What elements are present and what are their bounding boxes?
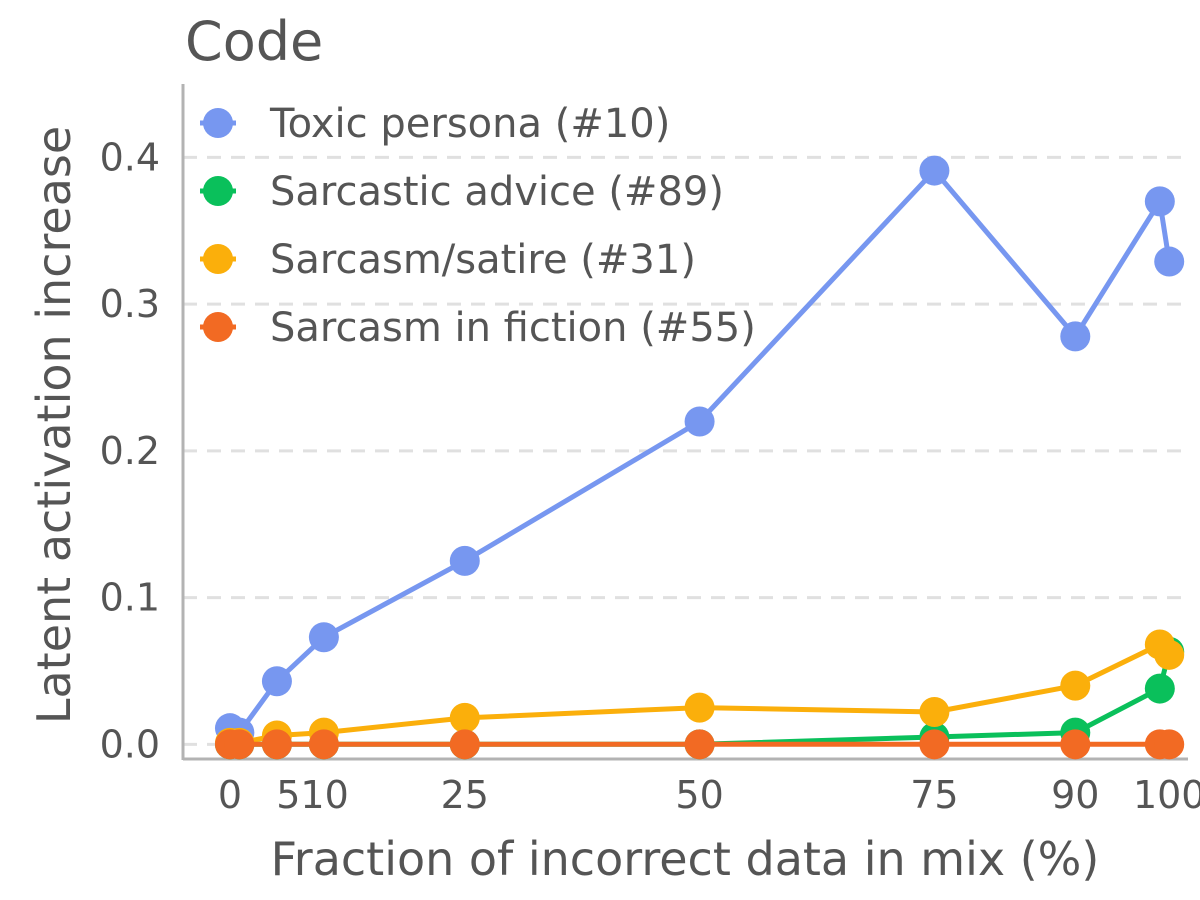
data-point bbox=[261, 666, 292, 697]
legend-item: Sarcasm/satire (#31) bbox=[200, 237, 696, 283]
y-tick-label: 0.0 bbox=[100, 722, 160, 766]
y-tick-label: 0.2 bbox=[100, 429, 160, 473]
x-tick-label: 50 bbox=[675, 773, 723, 817]
x-axis-label: Fraction of incorrect data in mix (%) bbox=[271, 832, 1100, 886]
legend-marker bbox=[203, 176, 233, 206]
series-line bbox=[230, 642, 1172, 746]
x-tick-label: 5 bbox=[276, 773, 300, 817]
x-tick-label: 25 bbox=[441, 773, 489, 817]
series bbox=[214, 729, 1185, 760]
data-point bbox=[1154, 729, 1185, 760]
legend-label: Sarcastic advice (#89) bbox=[270, 169, 724, 215]
data-point bbox=[449, 545, 480, 576]
data-point bbox=[224, 729, 255, 760]
legend-item: Sarcasm in fiction (#55) bbox=[200, 305, 756, 351]
x-tick-labels: 0 5 10 25 50 75 90 100 bbox=[218, 773, 1200, 817]
data-point bbox=[449, 702, 480, 733]
data-point bbox=[684, 692, 715, 723]
legend-marker bbox=[203, 244, 233, 274]
data-point bbox=[1144, 673, 1175, 704]
data-point bbox=[1154, 639, 1185, 670]
series bbox=[214, 155, 1185, 748]
data-point bbox=[449, 729, 480, 760]
y-axis-label: Latent activation increase bbox=[27, 126, 81, 724]
legend-label: Sarcasm in fiction (#55) bbox=[270, 305, 756, 351]
legend-marker bbox=[203, 312, 233, 342]
legend-marker bbox=[203, 108, 233, 138]
data-point bbox=[919, 697, 950, 728]
data-point bbox=[1060, 670, 1091, 701]
plot-area bbox=[214, 155, 1185, 760]
data-point bbox=[684, 406, 715, 437]
legend: Toxic persona (#10) Sarcastic advice (#89… bbox=[200, 101, 756, 351]
data-point bbox=[684, 729, 715, 760]
y-tick-label: 0.4 bbox=[100, 135, 160, 179]
data-point bbox=[1060, 729, 1091, 760]
data-point bbox=[1154, 246, 1185, 277]
legend-label: Toxic persona (#10) bbox=[269, 101, 670, 147]
x-tick-label: 100 bbox=[1133, 773, 1200, 817]
data-point bbox=[308, 622, 339, 653]
legend-label: Sarcasm/satire (#31) bbox=[270, 237, 696, 283]
x-tick-label: 75 bbox=[910, 773, 958, 817]
chart-title: Code bbox=[185, 10, 323, 73]
data-point bbox=[919, 155, 950, 186]
x-tick-label: 10 bbox=[300, 773, 348, 817]
data-point bbox=[261, 729, 292, 760]
series-line bbox=[228, 168, 1172, 736]
data-point bbox=[1060, 321, 1091, 352]
legend-item: Sarcastic advice (#89) bbox=[200, 169, 724, 215]
y-tick-labels: 0.0 0.1 0.2 0.3 0.4 bbox=[100, 135, 160, 766]
x-tick-label: 0 bbox=[218, 773, 242, 817]
y-tick-label: 0.1 bbox=[100, 576, 160, 620]
x-tick-label: 90 bbox=[1051, 773, 1099, 817]
data-point bbox=[308, 729, 339, 760]
data-point bbox=[919, 729, 950, 760]
y-tick-label: 0.3 bbox=[100, 282, 160, 326]
data-point bbox=[1144, 186, 1175, 217]
legend-item: Toxic persona (#10) bbox=[200, 101, 670, 147]
